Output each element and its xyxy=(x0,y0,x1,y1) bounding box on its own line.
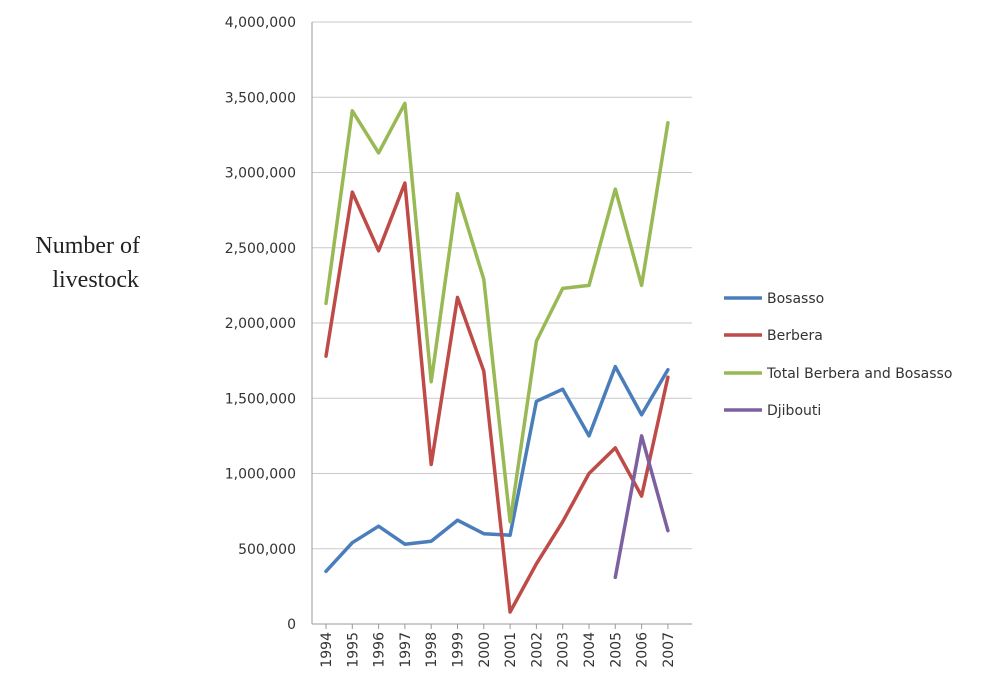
y-axis-title-line-1: Number of xyxy=(35,233,140,259)
legend-label: Total Berbera and Bosasso xyxy=(766,366,952,382)
x-tick-labels: 1994 1995 1996 1997 1998 1999 2000 2001 2002 2003… xyxy=(319,632,677,668)
y-tick-label: 0 xyxy=(287,617,296,633)
x-tick-label: 2003 xyxy=(556,632,572,668)
series-line-djibouti xyxy=(613,434,670,580)
y-tick-label: 3,000,000 xyxy=(225,166,296,182)
series-lines xyxy=(324,101,670,614)
x-tick-label: 2007 xyxy=(661,632,677,668)
x-tick-label: 2004 xyxy=(582,632,598,668)
x-tick-label: 1995 xyxy=(345,632,361,668)
series-line-berbera xyxy=(324,181,670,614)
x-tick-label: 1997 xyxy=(398,632,414,668)
y-axis-title-line-2: livestock xyxy=(52,267,139,293)
legend-label: Bosasso xyxy=(767,291,824,307)
y-tick-label: 4,000,000 xyxy=(225,15,296,31)
x-tick-label: 2001 xyxy=(503,632,519,668)
x-tick-label: 2000 xyxy=(477,632,493,668)
y-tick-label: 500,000 xyxy=(238,542,296,558)
x-tick-label: 1996 xyxy=(372,632,388,668)
x-tick-label: 1994 xyxy=(319,632,335,668)
x-tick-label: 1998 xyxy=(424,632,440,668)
y-tick-label: 2,000,000 xyxy=(225,316,296,332)
y-axis-title: Number of livestock xyxy=(35,233,140,293)
series-line-bosasso xyxy=(324,364,670,574)
x-tick-label: 2005 xyxy=(608,632,624,668)
x-tick-label: 1999 xyxy=(451,632,467,668)
x-tick-label: 2002 xyxy=(529,632,545,668)
y-tick-labels: 0 500,000 1,000,000 1,500,000 2,000,000 2,500… xyxy=(225,15,296,633)
y-tick-label: 1,500,000 xyxy=(225,391,296,407)
legend-label: Djibouti xyxy=(767,403,821,419)
x-tick-label: 2006 xyxy=(635,632,651,668)
y-tick-label: 2,500,000 xyxy=(225,241,296,257)
legend: Bosasso Berbera Total Berbera and Bosasso D… xyxy=(724,291,952,419)
y-tick-label: 3,500,000 xyxy=(225,90,296,106)
series-line-total-berbera-and-bosasso xyxy=(324,101,670,524)
axes xyxy=(311,22,692,629)
y-tick-label: 1,000,000 xyxy=(225,467,296,483)
legend-label: Berbera xyxy=(767,328,823,344)
